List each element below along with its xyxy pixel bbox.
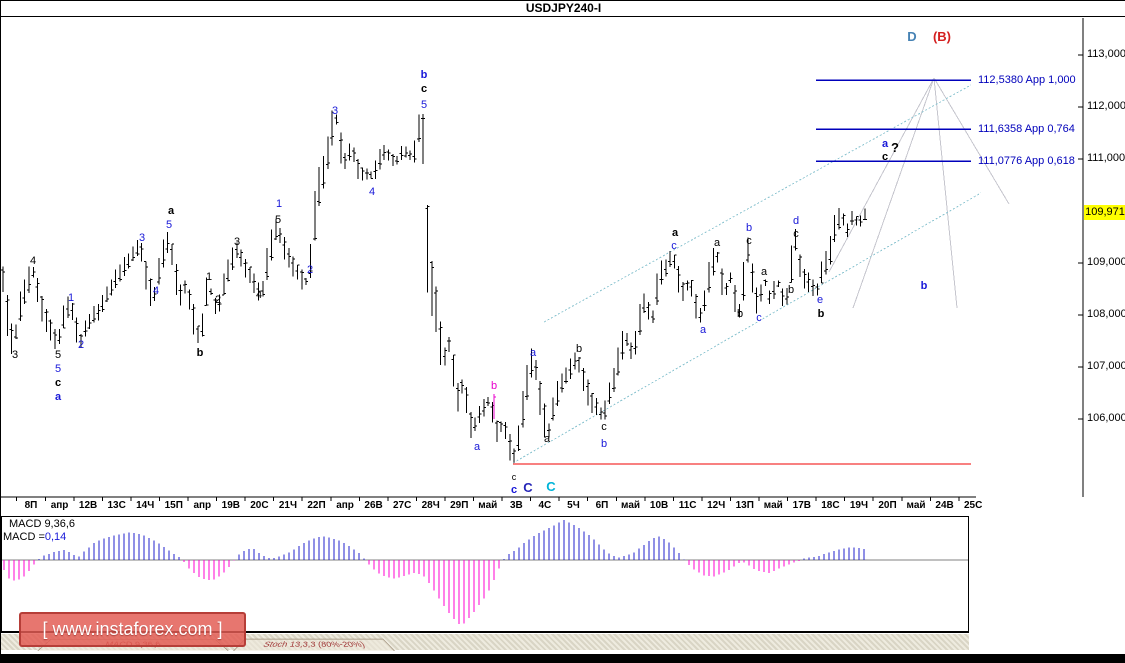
macd-value-prefix: MACD = (3, 531, 45, 543)
tab-stochastic-label: Stoch 13,3,3 (80%-20%) (261, 641, 368, 649)
wave-label: (B) (933, 29, 951, 44)
banner-text: [ www.instaforex.com ] (42, 619, 222, 639)
wave-label: a (55, 391, 62, 403)
price-axis-label: 111,000 (1087, 152, 1125, 164)
wave-label: b (197, 347, 204, 359)
wave-label: c (746, 235, 752, 247)
wave-label: a (672, 227, 679, 239)
wave-label: 3 (12, 349, 18, 361)
wave-label: e (817, 294, 823, 306)
wave-label: b (921, 280, 928, 292)
projection-line (934, 78, 957, 308)
macd-value: 0,14 (45, 531, 66, 543)
wave-label: 2 (78, 339, 84, 351)
price-bars (1, 111, 867, 463)
wave-label: c (882, 151, 888, 163)
tab-stochastic[interactable]: Stoch 13,3,3 (80%-20%) (233, 639, 395, 651)
wave-label: 3 (332, 105, 338, 117)
wave-label: c (671, 240, 677, 252)
wave-label: 2 (307, 264, 313, 276)
chart-window: USDJPY240-I 3455ca1234a5b123415234bc5abc… (0, 0, 1125, 663)
bottom-black-bar (1, 654, 1125, 663)
projection-line (934, 78, 1009, 204)
wave-label: c (512, 472, 517, 482)
wave-label: b (421, 69, 428, 81)
wave-label: c (756, 312, 762, 324)
wave-label: c (793, 228, 799, 240)
wave-label: b (576, 343, 582, 355)
wave-label: c (421, 83, 427, 95)
time-axis-label: 25С (953, 500, 993, 511)
wave-label: c (55, 377, 61, 389)
wave-label: b (746, 222, 752, 234)
macd-value-label: MACD =0,14 (3, 531, 66, 543)
wave-label: a (530, 347, 537, 359)
current-price-badge: 109,971 (1084, 205, 1125, 220)
wave-label: d (793, 215, 799, 227)
wave-label: 4 (369, 186, 375, 198)
wave-label: 4 (256, 289, 262, 301)
wave-label: ? (891, 140, 899, 155)
wave-label: 2 (215, 294, 221, 306)
fib-level-label: 111,0776 App 0,618 (978, 155, 1075, 167)
price-axis-label: 109,000 (1087, 256, 1125, 268)
projection-line (829, 78, 934, 272)
macd-params-label: MACD 9,36,6 (9, 518, 75, 530)
wave-label: b (601, 438, 607, 450)
wave-label: 5 (55, 363, 61, 375)
wave-label: a (474, 441, 481, 453)
wave-label: c (601, 421, 607, 433)
wave-label: D (907, 29, 916, 44)
wave-label: b (818, 308, 825, 320)
wave-label: C (546, 479, 556, 494)
wave-label: 3 (139, 232, 145, 244)
price-axis-label: 108,000 (1087, 308, 1125, 320)
wave-label: 5 (275, 214, 281, 226)
price-axis-label: 113,000 (1087, 48, 1125, 60)
price-axis-label: 112,000 (1087, 100, 1125, 112)
wave-label: a (168, 205, 175, 217)
fib-level-label: 111,6358 App 0,764 (978, 123, 1075, 135)
wave-label: c (511, 484, 517, 496)
wave-label: b (788, 284, 794, 296)
wave-label: 5 (421, 99, 427, 111)
fib-level-label: 112,5380 App 1,000 (978, 74, 1076, 86)
wave-label: a (544, 433, 551, 445)
wave-label: a (714, 237, 721, 249)
wave-label: a (882, 138, 889, 150)
wave-label: 5 (55, 349, 61, 361)
wave-label: 1 (206, 271, 212, 283)
price-axis-label: 107,000 (1087, 360, 1125, 372)
wave-label: 4 (30, 255, 36, 267)
wave-label: a (700, 324, 707, 336)
wave-label: 4 (153, 285, 159, 297)
price-axis-label: 106,000 (1087, 412, 1125, 424)
wave-label: b (737, 308, 743, 320)
channel-line (544, 85, 971, 322)
wave-label: 3 (234, 236, 240, 248)
wave-label: 1 (276, 198, 282, 210)
instaforex-watermark-banner[interactable]: [ www.instaforex.com ] (19, 612, 246, 647)
wave-label: C (523, 480, 533, 495)
wave-label: a (761, 266, 768, 278)
wave-label: b (491, 380, 497, 392)
wave-label: 5 (166, 219, 172, 231)
wave-label: 1 (68, 292, 74, 304)
